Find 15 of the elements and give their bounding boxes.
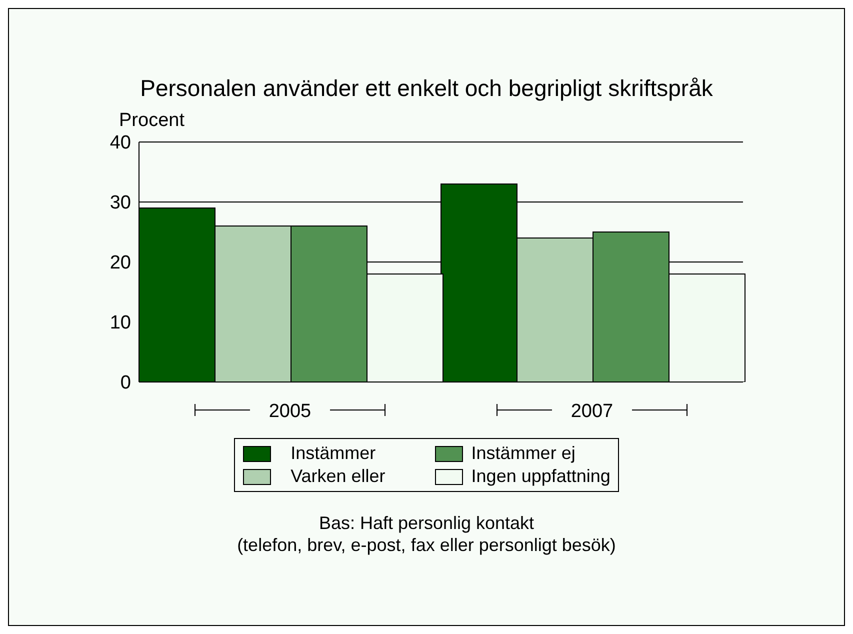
legend-label: Instämmer xyxy=(290,443,376,464)
x-tick-label: 2005 xyxy=(268,401,312,422)
x-tick-label: 2007 xyxy=(570,401,614,422)
y-axis-title: Procent xyxy=(119,110,184,132)
y-tick-label: 40 xyxy=(110,132,131,154)
y-tick-label: 10 xyxy=(110,312,131,334)
text: Bas: Haft personlig kontakt xyxy=(318,512,536,534)
y-tick-label: 0 xyxy=(120,372,131,394)
text: (telefon, brev, e-post, fax eller personligt besök) xyxy=(236,534,617,556)
legend-label: Varken eller xyxy=(290,466,386,487)
y-tick-label: 20 xyxy=(110,252,131,274)
y-tick-label: 30 xyxy=(110,192,131,214)
legend-label: Ingen uppfattning xyxy=(471,466,610,487)
chart-title: Personalen använder ett enkelt och begripligt skriftspråk xyxy=(139,75,714,102)
legend-label: Instämmer ej xyxy=(471,443,576,464)
